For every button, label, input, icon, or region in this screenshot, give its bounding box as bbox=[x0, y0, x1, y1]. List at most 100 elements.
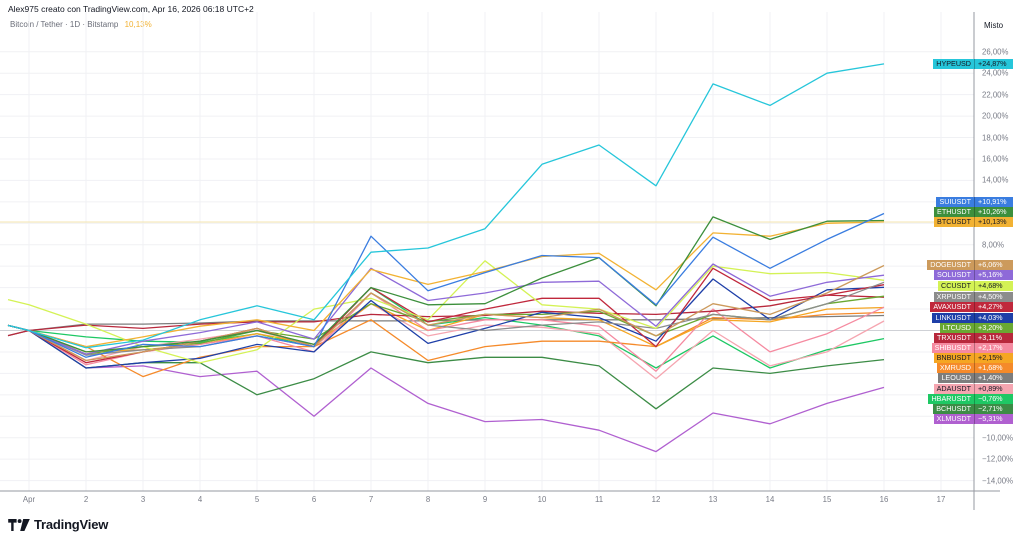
time-tick: 15 bbox=[822, 495, 832, 504]
badge-value: +10,91% bbox=[974, 197, 1013, 207]
badge-symbol: LTCUSD bbox=[942, 323, 971, 332]
series-line-ccusdt bbox=[7, 260, 885, 364]
badge-symbol: HYPEUSD bbox=[936, 59, 971, 68]
time-tick: 6 bbox=[311, 495, 317, 504]
price-tick: 22,00% bbox=[982, 90, 1009, 100]
badge-symbol: XMRUSD bbox=[939, 363, 971, 372]
badge-symbol: ADAUSDT bbox=[936, 384, 971, 393]
series-badge-bnbusdt: BNBUSDT +2,15% bbox=[933, 353, 1013, 363]
badge-value: +6,06% bbox=[974, 260, 1013, 270]
badge-symbol: ETHUSDT bbox=[937, 207, 971, 216]
price-tick: 14,00% bbox=[982, 175, 1009, 185]
badge-symbol: TRXUSDT bbox=[937, 333, 971, 342]
series-badge-xrpusdt: XRPUSDT +4,50% bbox=[933, 292, 1013, 302]
time-tick: 10 bbox=[537, 495, 547, 504]
badge-value: +4,50% bbox=[974, 292, 1013, 302]
series-badge-hypeusd: HYPEUSD +24,87% bbox=[933, 59, 1013, 69]
price-tick: 18,00% bbox=[982, 133, 1009, 143]
series-badge-suiusdt: SUIUSDT +10,91% bbox=[936, 197, 1013, 207]
badge-value: +5,16% bbox=[974, 270, 1013, 280]
series-badge-xlmusdt: XLMUSDT −5,31% bbox=[933, 414, 1013, 424]
series-badge-hbarusdt: HBARUSDT −0,76% bbox=[928, 394, 1013, 404]
badge-symbol: XRPUSDT bbox=[936, 292, 971, 301]
symbol-value: 10,13% bbox=[124, 20, 152, 29]
badge-value: +1,40% bbox=[974, 373, 1013, 383]
price-tick: −10,00% bbox=[982, 433, 1013, 443]
series-badge-ethusdt: ETHUSDT +10,26% bbox=[934, 207, 1013, 217]
badge-value: −5,31% bbox=[974, 414, 1013, 424]
badge-symbol: DOGEUSDT bbox=[930, 260, 971, 269]
badge-symbol: CCUSDT bbox=[941, 281, 971, 290]
series-badge-ltcusd: LTCUSD +3,20% bbox=[939, 323, 1013, 333]
series-badge-linkusdt: LINKUSDT +4,03% bbox=[932, 313, 1013, 323]
symbol-name: Bitcoin / Tether · 1D · Bitstamp bbox=[10, 20, 119, 29]
badge-value: −2,71% bbox=[974, 404, 1013, 414]
series-line-avaxusdt bbox=[7, 267, 885, 364]
badge-value: +3,20% bbox=[974, 323, 1013, 333]
series-badge-leousd: LEOUSD +1,40% bbox=[938, 373, 1013, 383]
time-tick: Apr bbox=[22, 495, 36, 504]
tradingview-logo-icon bbox=[8, 518, 30, 531]
badge-value: +10,13% bbox=[974, 217, 1013, 227]
series-badge-adausdt: ADAUSDT +0,89% bbox=[933, 384, 1013, 394]
series-line-dogeusdt bbox=[7, 264, 885, 362]
price-tick: 20,00% bbox=[982, 111, 1009, 121]
badge-symbol: BCHUSDT bbox=[936, 404, 971, 413]
badge-value: +2,15% bbox=[974, 353, 1013, 363]
badge-symbol: HBARUSDT bbox=[931, 394, 971, 403]
series-badge-trxusdt: TRXUSDT +3,11% bbox=[934, 333, 1013, 343]
series-line-linkusdt bbox=[7, 278, 885, 369]
time-tick: 9 bbox=[482, 495, 488, 504]
series-badge-solusdt: SOLUSDT +5,16% bbox=[934, 270, 1013, 280]
badge-value: +2,17% bbox=[974, 343, 1013, 353]
time-tick: 2 bbox=[83, 495, 89, 504]
series-line-suiusdt bbox=[7, 212, 885, 358]
series-badge-avaxusdt: AVAXUSDT +4,27% bbox=[930, 302, 1013, 312]
time-tick: 11 bbox=[594, 495, 604, 504]
chart-attribution: Alex975 creato con TradingView.com, Apr … bbox=[8, 4, 254, 14]
time-tick: 4 bbox=[197, 495, 203, 504]
series-line-btcusdt bbox=[7, 221, 885, 348]
badge-value: +3,11% bbox=[974, 333, 1013, 343]
series-badge-dogeusdt: DOGEUSDT +6,06% bbox=[927, 260, 1013, 270]
series-badge-bchusdt: BCHUSDT −2,71% bbox=[933, 404, 1013, 414]
series-badge-shibusdt: SHIBUSDT +2,17% bbox=[931, 343, 1013, 353]
badge-symbol: SHIBUSDT bbox=[934, 343, 971, 352]
time-tick: 14 bbox=[765, 495, 775, 504]
price-tick: 26,00% bbox=[982, 47, 1009, 57]
price-tick: −14,00% bbox=[982, 476, 1013, 486]
series-badge-btcusdt: BTCUSDT +10,13% bbox=[934, 217, 1013, 227]
series-line-xrpusdt bbox=[7, 281, 885, 356]
series-badge-xmrusd: XMRUSD +1,68% bbox=[936, 363, 1013, 373]
symbol-legend[interactable]: Bitcoin / Tether · 1D · Bitstamp 10,13% bbox=[10, 20, 152, 29]
time-tick: 13 bbox=[708, 495, 718, 504]
series-line-hypeusd bbox=[7, 63, 885, 349]
price-tick: 8,00% bbox=[982, 240, 1005, 250]
brand-name: TradingView bbox=[34, 517, 109, 532]
scale-mode-label[interactable]: Misto bbox=[984, 21, 1004, 30]
badge-symbol: XLMUSDT bbox=[936, 414, 971, 423]
badge-value: +4,68% bbox=[974, 281, 1013, 291]
badge-value: −0,76% bbox=[974, 394, 1013, 404]
series-line-solusdt bbox=[7, 263, 885, 355]
badge-value: +1,68% bbox=[974, 363, 1013, 373]
badge-symbol: BNBUSDT bbox=[936, 353, 971, 362]
time-tick: 5 bbox=[254, 495, 260, 504]
badge-value: +4,27% bbox=[974, 302, 1013, 312]
badge-symbol: LEOUSD bbox=[941, 373, 971, 382]
tradingview-logo[interactable]: TradingView bbox=[8, 517, 108, 532]
badge-value: +24,87% bbox=[974, 59, 1013, 69]
badge-value: +10,26% bbox=[974, 207, 1013, 217]
grid-lines bbox=[0, 12, 974, 491]
series-line-trxusdt bbox=[7, 294, 885, 337]
badge-symbol: LINKUSDT bbox=[935, 313, 971, 322]
series-line-xmrusd bbox=[7, 311, 885, 378]
badge-symbol: SUIUSDT bbox=[939, 197, 971, 206]
badge-symbol: BTCUSDT bbox=[937, 217, 971, 226]
time-tick: 8 bbox=[425, 495, 431, 504]
badge-value: +0,89% bbox=[974, 384, 1013, 394]
price-tick: −12,00% bbox=[982, 454, 1013, 464]
series-lines bbox=[7, 63, 885, 453]
badge-symbol: SOLUSDT bbox=[937, 270, 971, 279]
